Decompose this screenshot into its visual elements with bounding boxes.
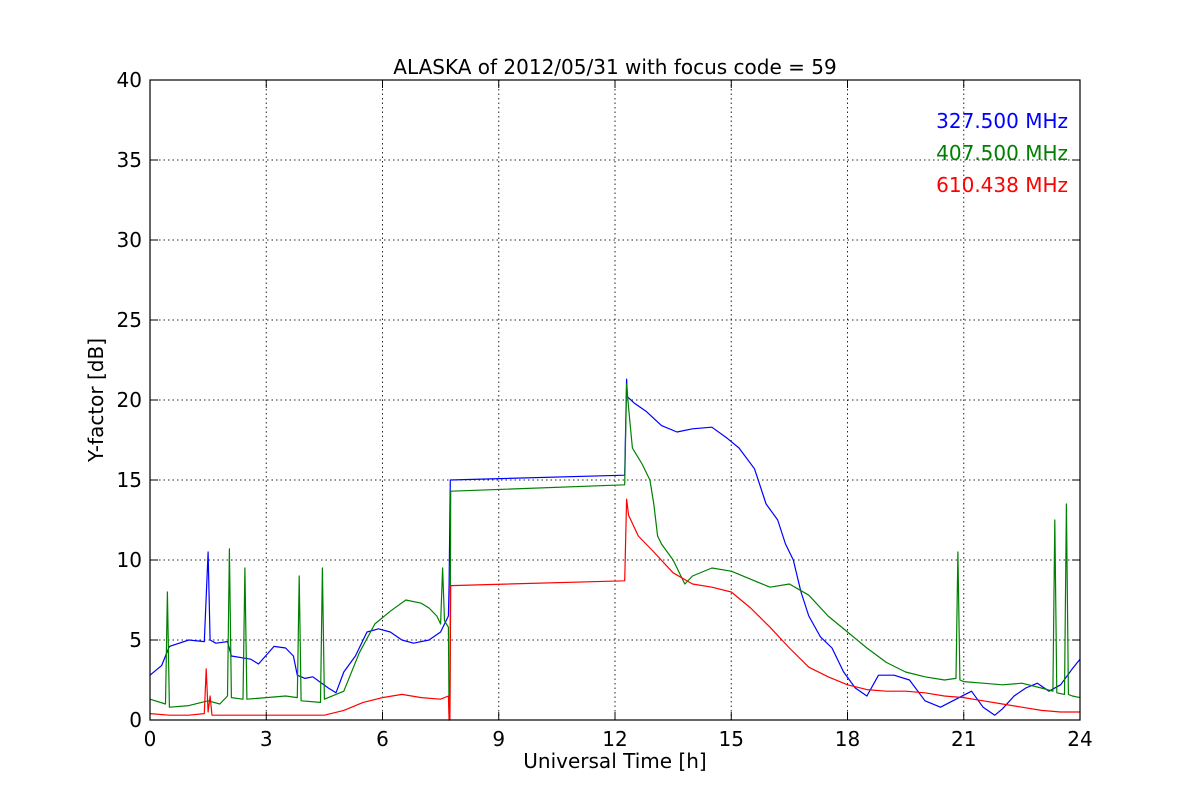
y-axis-label: Y-factor [dB] xyxy=(84,338,108,463)
grid xyxy=(150,80,1080,720)
x-tick-label: 12 xyxy=(602,727,627,751)
x-tick-label: 24 xyxy=(1067,727,1092,751)
x-tick-label: 6 xyxy=(376,727,389,751)
x-axis-label: Universal Time [h] xyxy=(523,749,706,773)
ticks: 0 3 6 9 12 15 18 21 24 0 5 10 15 20 25 30 35 40 xyxy=(117,68,1093,751)
x-tick-label: 18 xyxy=(835,727,860,751)
x-tick-label: 3 xyxy=(260,727,273,751)
chart-title: ALASKA of 2012/05/31 with focus code = 5… xyxy=(393,55,836,79)
y-tick-label: 0 xyxy=(129,708,142,732)
legend-entry-1: 327.500 MHz xyxy=(936,109,1068,133)
y-tick-label: 25 xyxy=(117,308,142,332)
x-tick-label: 21 xyxy=(951,727,976,751)
legend-entry-3: 610.438 MHz xyxy=(936,173,1068,197)
series-line-3 xyxy=(149,498,1080,721)
legend: 327.500 MHz 407.500 MHz 610.438 MHz xyxy=(936,109,1068,197)
y-tick-label: 15 xyxy=(117,468,142,492)
x-tick-label: 15 xyxy=(719,727,744,751)
y-tick-label: 30 xyxy=(117,228,142,252)
y-tick-label: 35 xyxy=(117,148,142,172)
y-tick-label: 40 xyxy=(117,68,142,92)
y-tick-label: 10 xyxy=(117,548,142,572)
series-line-2 xyxy=(149,383,1081,721)
legend-entry-2: 407.500 MHz xyxy=(936,141,1068,165)
series-layer xyxy=(149,378,1081,721)
x-tick-label: 9 xyxy=(492,727,505,751)
x-tick-label: 0 xyxy=(144,727,157,751)
y-tick-label: 5 xyxy=(129,628,142,652)
y-tick-label: 20 xyxy=(117,388,142,412)
series-line-1 xyxy=(149,378,1081,716)
